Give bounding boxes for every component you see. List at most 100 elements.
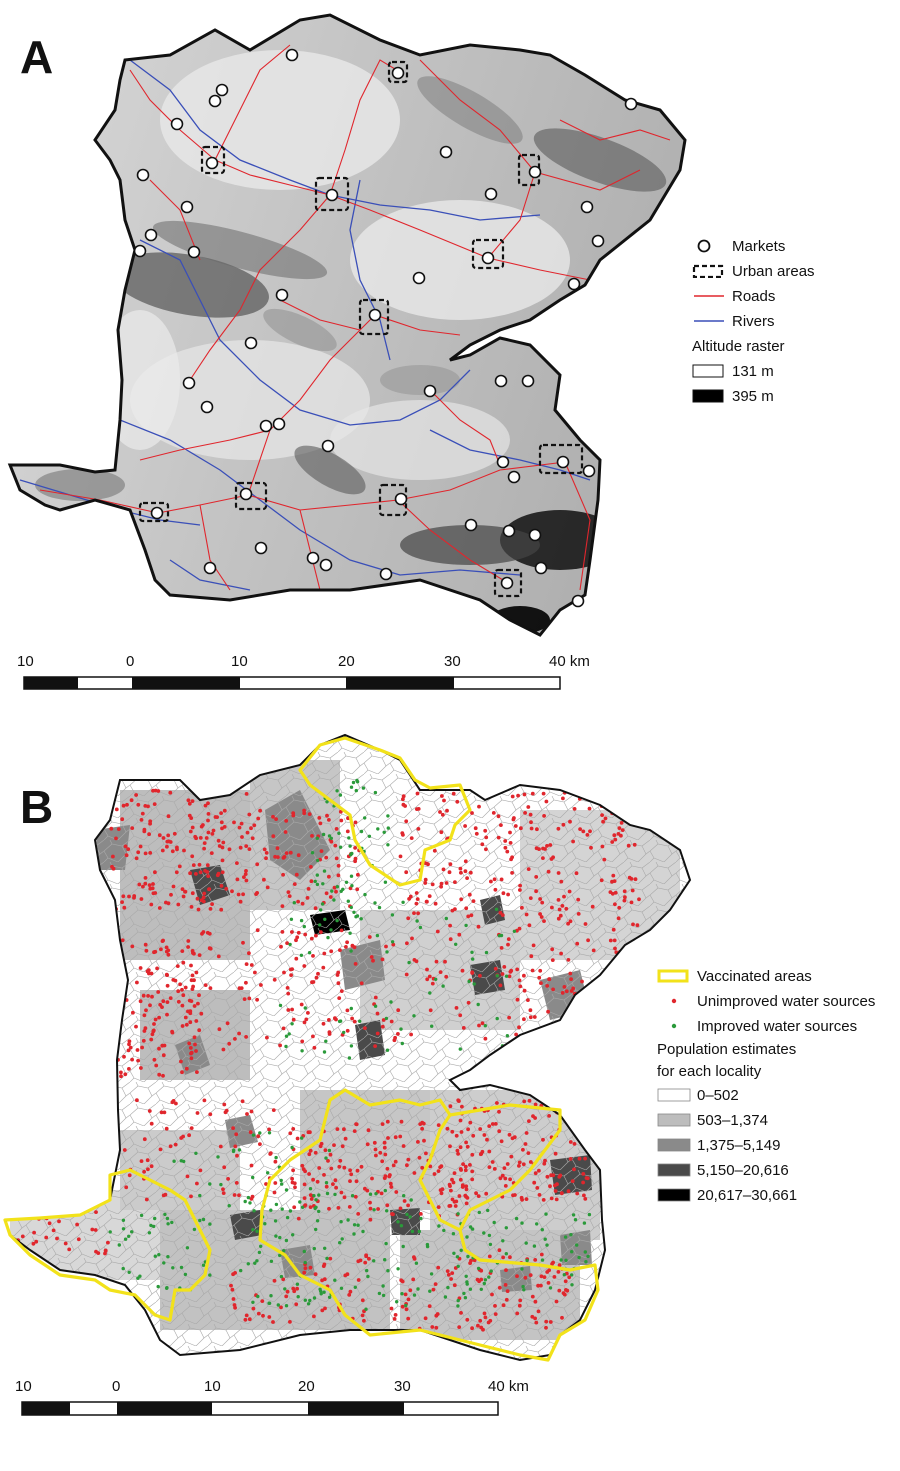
water-source-dot <box>122 1054 126 1059</box>
water-source-dot <box>354 1122 358 1126</box>
water-source-dot <box>626 843 631 848</box>
water-source-dot <box>476 1194 481 1198</box>
water-source-dot <box>98 1011 103 1015</box>
water-source-dot <box>114 836 118 841</box>
water-source-dot <box>474 831 479 836</box>
water-source-dot <box>236 892 241 897</box>
water-source-dot <box>482 1133 487 1137</box>
water-source-dot <box>624 808 629 813</box>
water-source-dot <box>197 862 202 867</box>
water-source-dot <box>339 928 344 933</box>
water-source-dot <box>412 1255 416 1259</box>
water-source-dot <box>372 1259 376 1263</box>
water-source-dot <box>419 1216 423 1221</box>
water-source-dot <box>439 884 443 889</box>
water-source-dot <box>244 1035 249 1039</box>
water-source-dot <box>443 1295 448 1299</box>
water-source-dot <box>324 1181 329 1185</box>
water-source-dot <box>586 795 591 800</box>
water-source-dot <box>170 1220 174 1225</box>
water-source-dot <box>612 833 617 838</box>
water-source-dot <box>296 853 301 858</box>
water-source-dot <box>307 812 312 816</box>
water-source-dot <box>464 923 468 928</box>
water-source-dot <box>225 1021 230 1026</box>
water-source-dot <box>359 981 364 986</box>
water-source-dot <box>459 870 463 875</box>
water-source-dot <box>487 1165 492 1169</box>
water-source-dot <box>504 974 509 978</box>
water-source-dot <box>560 904 565 908</box>
water-source-dot <box>335 918 339 923</box>
water-source-dot <box>405 1212 409 1217</box>
water-source-dot <box>220 845 225 850</box>
water-source-dot <box>267 1301 271 1305</box>
water-source-dot <box>611 873 616 878</box>
water-source-dot <box>361 786 366 790</box>
water-source-dot <box>269 1294 273 1298</box>
water-source-dot <box>100 1023 104 1028</box>
water-source-dot <box>333 1192 337 1197</box>
water-source-dot <box>198 870 203 875</box>
water-source-dot <box>116 996 120 1001</box>
swatch-icon <box>657 1138 691 1152</box>
water-source-dot <box>520 1267 524 1271</box>
panel-b-letter: B <box>20 781 54 833</box>
water-source-dot <box>335 1127 340 1131</box>
scale-label: 0 <box>112 1378 121 1395</box>
water-source-dot <box>185 1246 190 1250</box>
water-source-dot <box>506 937 511 941</box>
water-source-dot <box>194 1019 199 1023</box>
water-source-dot <box>173 978 178 983</box>
water-source-dot <box>563 1279 568 1284</box>
water-source-dot <box>416 1287 420 1291</box>
water-source-dot <box>538 968 543 973</box>
water-source-dot <box>170 1029 175 1034</box>
water-source-dot <box>323 1306 327 1311</box>
water-source-dot <box>427 974 432 979</box>
water-source-dot <box>130 826 135 830</box>
water-source-dot <box>458 866 463 871</box>
water-source-dot <box>303 932 308 937</box>
water-source-dot <box>101 1056 105 1061</box>
water-source-dot <box>242 875 246 879</box>
water-source-dot <box>556 916 561 921</box>
water-source-dot <box>327 1148 332 1153</box>
water-source-dot <box>603 816 608 821</box>
water-source-dot <box>562 894 566 899</box>
water-source-dot <box>183 1272 188 1277</box>
water-source-dot <box>368 1200 372 1205</box>
water-source-dot <box>224 1108 229 1113</box>
water-source-dot <box>179 1159 183 1163</box>
water-source-dot <box>201 788 206 793</box>
water-source-dot <box>508 970 513 974</box>
water-source-dot <box>220 858 225 863</box>
legend-label: 20,617–30,661 <box>697 1187 798 1204</box>
water-source-dot <box>503 845 508 850</box>
water-source-dot <box>194 872 198 876</box>
water-source-dot <box>589 845 593 850</box>
water-source-dot <box>385 1048 390 1052</box>
water-source-dot <box>328 1152 333 1157</box>
water-source-dot <box>363 892 367 897</box>
water-source-dot <box>356 1223 360 1227</box>
water-source-dot <box>540 900 545 905</box>
water-source-dot <box>465 1280 469 1284</box>
water-source-dot <box>535 1222 539 1226</box>
water-source-dot <box>380 957 385 962</box>
water-source-dot <box>500 972 505 976</box>
water-source-dot <box>418 1212 423 1216</box>
altitude-raster <box>10 15 685 635</box>
water-source-dot <box>485 1137 489 1142</box>
water-source-dot <box>424 899 429 904</box>
water-source-dot <box>121 969 126 974</box>
water-source-dot <box>288 850 293 855</box>
water-source-dot <box>476 1323 480 1328</box>
water-source-dot <box>518 888 522 892</box>
water-source-dot <box>66 1208 70 1213</box>
water-source-dot <box>325 1191 330 1196</box>
water-source-dot <box>239 821 244 826</box>
water-source-dot <box>136 850 141 855</box>
water-source-dot <box>338 1158 343 1163</box>
water-source-dot <box>383 880 388 884</box>
